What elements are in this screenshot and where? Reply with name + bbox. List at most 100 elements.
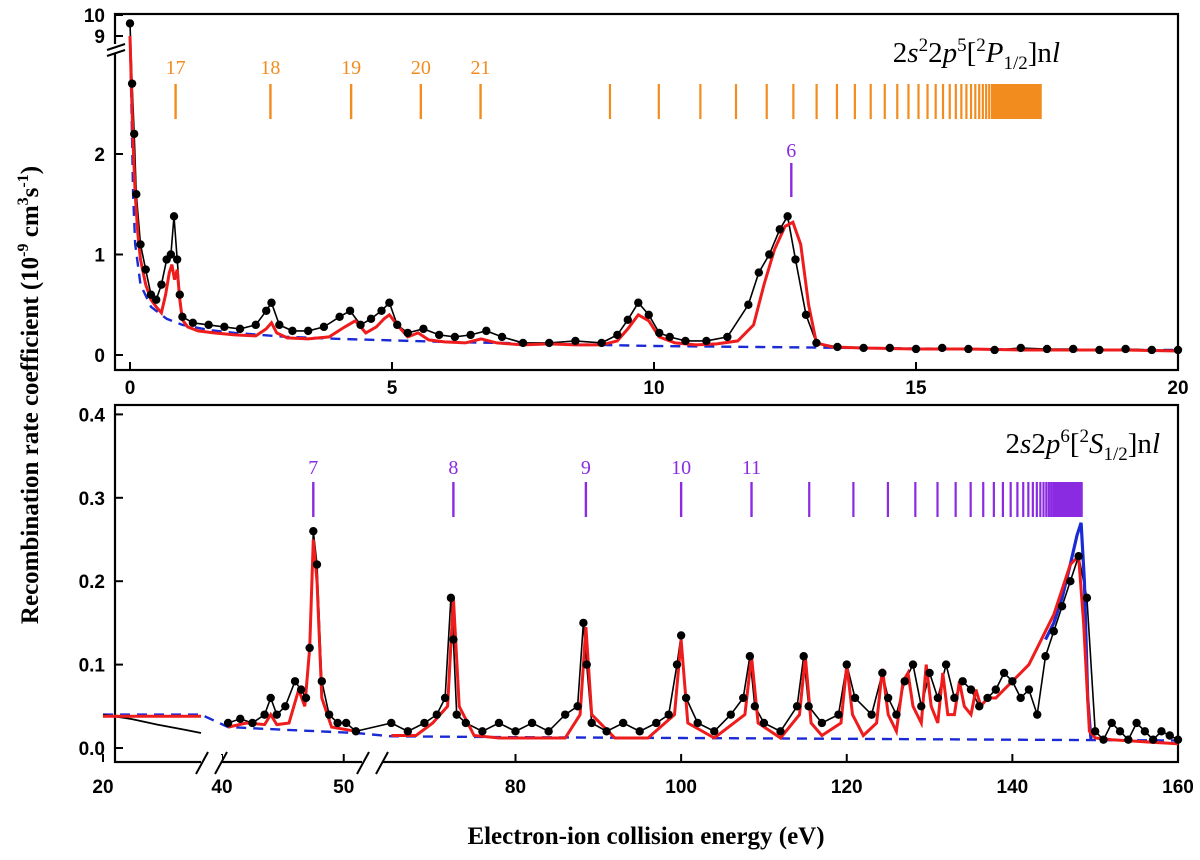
- top-red-fit: [128, 35, 1179, 353]
- x-axis-label: Electron-ion collision energy (eV): [467, 823, 824, 850]
- x-break-gap: [201, 755, 222, 769]
- bottom-data-point: [966, 685, 976, 694]
- top-data-point: [393, 320, 402, 330]
- bottom-data-point: [236, 714, 245, 724]
- bottom-x-tick-label: 40: [211, 777, 232, 798]
- top-data-point: [188, 318, 198, 328]
- top-data-point: [597, 338, 606, 348]
- bottom-data-point: [1115, 727, 1125, 736]
- top-data-point: [623, 315, 632, 325]
- top-data-point: [366, 314, 376, 324]
- bottom-data-point: [420, 718, 429, 728]
- bottom-data-point: [759, 718, 769, 728]
- bottom-data-point: [726, 710, 736, 719]
- bottom-data-point: [817, 718, 827, 728]
- bottom-data-point: [478, 727, 487, 736]
- bottom-data-point: [883, 693, 893, 703]
- top-data-point: [1173, 345, 1183, 355]
- bottom-red-fit: [227, 539, 357, 733]
- bottom-data-point: [324, 710, 334, 719]
- bottom-data-point: [792, 702, 802, 711]
- top-data-point: [518, 338, 528, 348]
- top-data-point: [665, 332, 674, 342]
- top-y-break-tick-label: 10: [84, 6, 105, 27]
- bottom-data-point: [266, 693, 275, 703]
- bottom-fit-lines: [102, 522, 1179, 746]
- top-data-point: [166, 250, 176, 259]
- bottom-data-point: [602, 727, 611, 736]
- bottom-data-point: [387, 718, 396, 728]
- top-data-point: [911, 344, 921, 354]
- top-data-point: [791, 255, 800, 264]
- top-data-point: [938, 343, 947, 353]
- bottom-series-limit-block: [1055, 482, 1083, 517]
- y-break-mark: [106, 43, 126, 51]
- bottom-experiment-line: [227, 531, 1179, 742]
- bottom-data-point: [664, 710, 673, 719]
- top-data-point: [450, 332, 460, 342]
- bottom-y-tick-label: 0.4: [79, 405, 106, 426]
- bottom-data-point: [1165, 731, 1174, 740]
- bottom-data-point: [1107, 718, 1116, 728]
- top-data-point: [127, 79, 137, 88]
- bottom-data-point: [1057, 602, 1067, 611]
- bottom-data-point: [452, 710, 461, 719]
- bottom-data-point: [933, 693, 943, 703]
- top-data-point: [545, 338, 554, 348]
- bottom-data-point: [1132, 718, 1141, 728]
- bottom-data-point: [1099, 735, 1108, 744]
- top-data-point: [681, 336, 690, 346]
- top-data-point: [178, 312, 187, 322]
- bottom-data-point: [582, 660, 591, 669]
- x-break-mark: [356, 751, 370, 775]
- bottom-data-point: [272, 710, 281, 719]
- x-break-mark: [214, 751, 228, 775]
- top-data-point: [157, 280, 166, 289]
- bottom-x-tick-label: 80: [505, 777, 526, 798]
- top-x-tick-label: 10: [643, 378, 664, 399]
- bottom-data-point: [842, 660, 851, 669]
- top-data-point: [251, 320, 260, 330]
- top-marker-label: 17: [166, 57, 186, 79]
- bottom-y-tick-label: 0.1: [79, 656, 106, 677]
- y-break-mark: [106, 49, 126, 57]
- bottom-data-point: [260, 710, 269, 719]
- bottom-data-point: [1016, 693, 1025, 703]
- bottom-data-point: [301, 693, 311, 703]
- bottom-data-point: [248, 718, 257, 728]
- bottom-data-point: [739, 693, 748, 703]
- bottom-data-point: [950, 693, 959, 703]
- bottom-data-point: [999, 668, 1009, 678]
- bottom-data-point: [635, 727, 644, 736]
- top-data-point: [152, 295, 161, 304]
- top-data-point: [801, 310, 811, 319]
- bottom-data-point: [527, 718, 537, 728]
- top-data-point: [262, 306, 271, 315]
- bottom-data-point: [745, 652, 755, 661]
- bottom-y-tick-label: 0.3: [79, 489, 105, 510]
- bottom-data-point: [676, 631, 686, 640]
- top-data-point: [644, 310, 653, 319]
- top-y-tick-label: 0: [94, 346, 105, 367]
- bottom-data-point: [1041, 652, 1050, 661]
- bottom-experiment-points: [223, 526, 1183, 744]
- bottom-data-point: [461, 718, 471, 728]
- top-data-point: [723, 332, 732, 342]
- bottom-data-point: [1008, 677, 1017, 686]
- bottom-data-point: [804, 702, 813, 711]
- bottom-data-point: [494, 718, 504, 728]
- top-data-point: [220, 322, 229, 332]
- bottom-data-point: [1148, 735, 1158, 744]
- top-data-point: [132, 190, 141, 199]
- bottom-data-point: [333, 718, 342, 728]
- top-blue-dashed-fit: [128, 35, 1178, 352]
- x-break-mark: [195, 751, 209, 775]
- bottom-data-point: [892, 710, 901, 719]
- top-plot-frame: [113, 12, 1180, 372]
- bottom-data-point: [446, 593, 456, 603]
- bottom-x-tick-label: 100: [665, 777, 697, 798]
- y-break-gap: [109, 44, 123, 54]
- bottom-data-point: [296, 685, 306, 694]
- x-break-mark: [375, 751, 389, 775]
